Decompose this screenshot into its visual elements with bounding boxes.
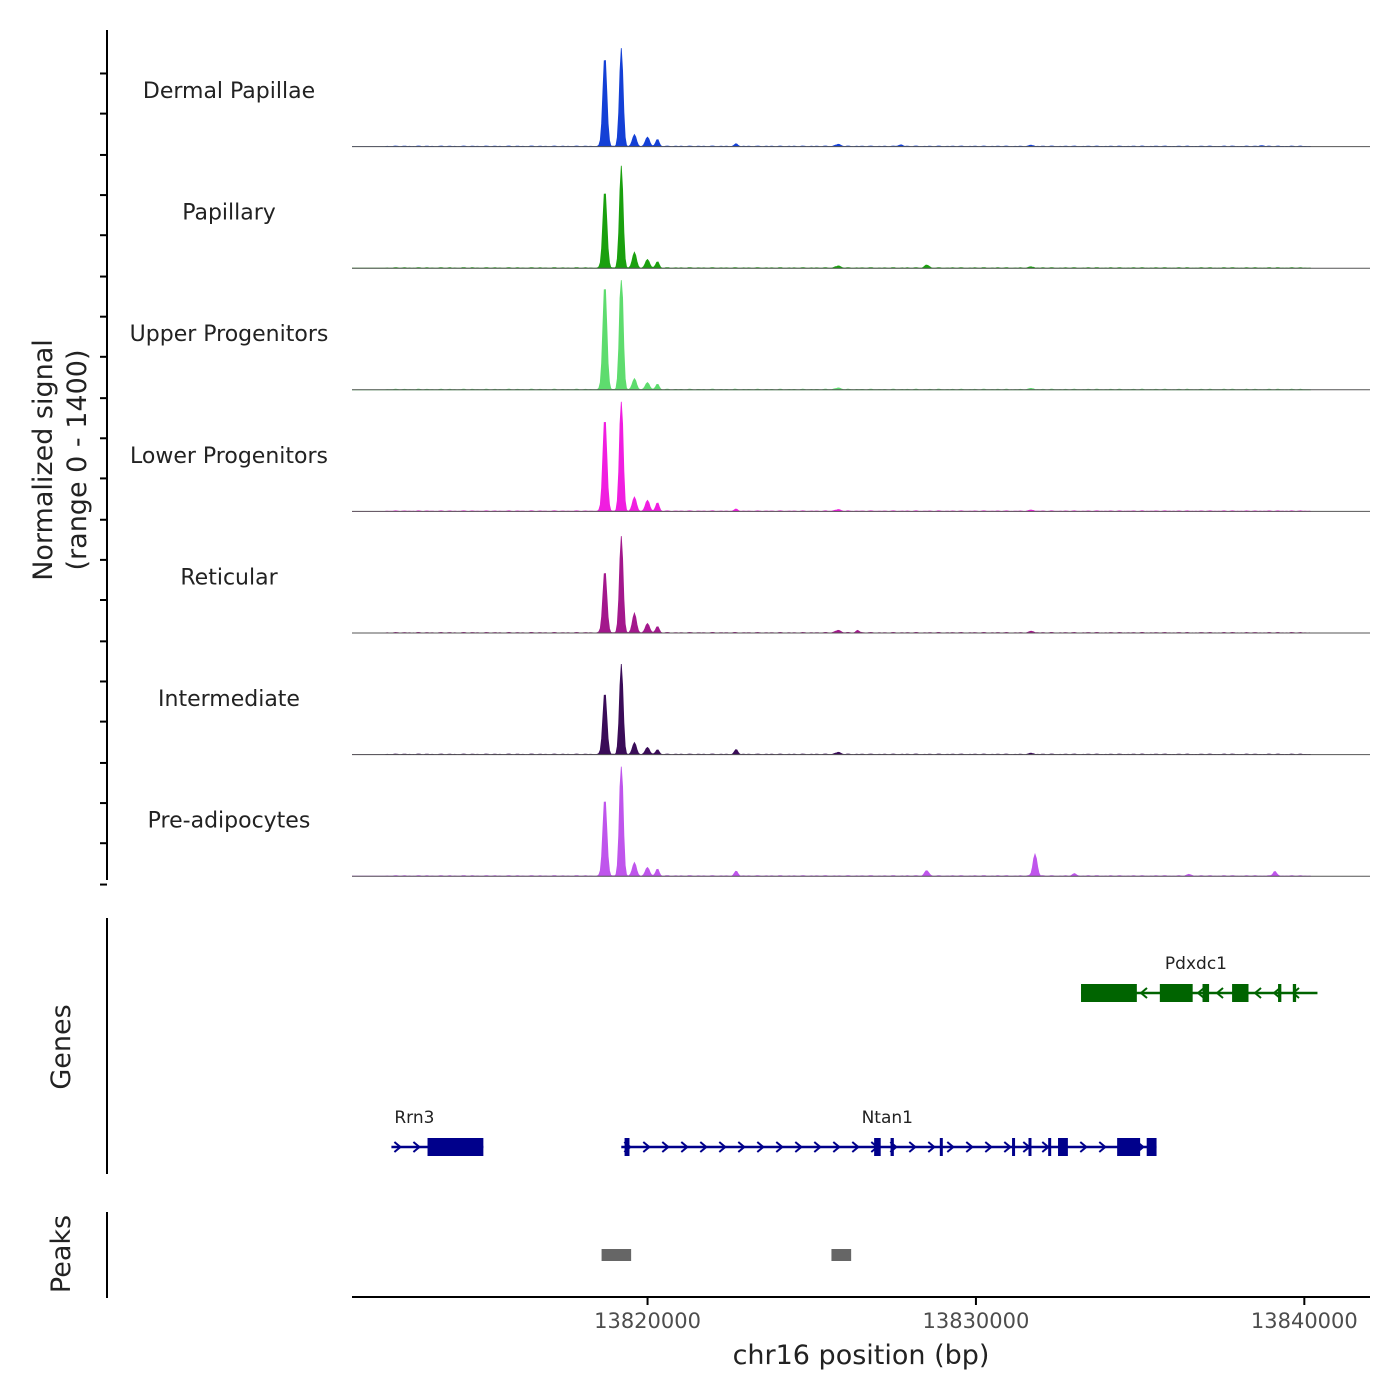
- x-axis-title: chr16 position (bp): [733, 1340, 990, 1371]
- gene-label: Pdxdc1: [1165, 954, 1227, 974]
- coverage-area: [352, 401, 1311, 512]
- track-label: Intermediate: [158, 687, 300, 712]
- gene-track: Pdxdc1 Rrn3 Ntan1: [391, 954, 1318, 1156]
- gene-model: Ntan1: [621, 1108, 1157, 1156]
- gene-exon: [1048, 1138, 1052, 1156]
- gene-exon: [939, 1138, 943, 1156]
- gene-label: Ntan1: [862, 1108, 913, 1128]
- gene-exon: [1159, 984, 1193, 1002]
- strand-arrow: [1253, 987, 1262, 999]
- gene-exon: [1028, 1138, 1032, 1156]
- strand-arrow: [794, 1141, 803, 1153]
- track-label: Upper Progenitors: [130, 322, 329, 347]
- coverage-track: Reticular: [180, 536, 1370, 634]
- strand-arrow: [1215, 987, 1224, 999]
- strand-arrow: [661, 1141, 670, 1153]
- x-tick-label: 13840000: [1251, 1309, 1358, 1333]
- coverage-tracks: Dermal Papillae Papillary Upper Progenitor…: [130, 48, 1370, 877]
- gene-exon: [624, 1138, 630, 1156]
- gene-exon: [1202, 984, 1210, 1002]
- x-tick-label: 13820000: [594, 1309, 701, 1333]
- coverage-area: [352, 280, 1311, 391]
- coverage-area: [352, 48, 1311, 148]
- coverage-area: [352, 536, 1311, 634]
- strand-arrow: [699, 1141, 708, 1153]
- strand-arrow: [756, 1141, 765, 1153]
- strand-arrow: [1003, 1141, 1012, 1153]
- gene-exon: [1278, 984, 1282, 1002]
- strand-arrow: [1079, 1141, 1088, 1153]
- strand-arrow: [1272, 987, 1281, 999]
- strand-arrow: [393, 1141, 402, 1153]
- track-label: Reticular: [180, 565, 278, 590]
- track-label: Pre-adipocytes: [148, 809, 311, 834]
- strand-arrow: [965, 1141, 974, 1153]
- coverage-track: Papillary: [182, 165, 1370, 269]
- strand-arrow: [775, 1141, 784, 1153]
- coverage-area: [352, 165, 1311, 269]
- coverage-track: Dermal Papillae: [143, 48, 1370, 148]
- strand-arrow: [412, 1141, 421, 1153]
- x-tick-label: 13830000: [922, 1309, 1029, 1333]
- coverage-track: Intermediate: [158, 663, 1370, 756]
- strand-arrow: [1139, 987, 1148, 999]
- strand-arrow: [718, 1141, 727, 1153]
- coverage-area: [352, 663, 1311, 756]
- strand-arrow: [832, 1141, 841, 1153]
- genes-y-axis-title: Genes: [46, 1004, 77, 1089]
- strand-arrow: [642, 1141, 651, 1153]
- coverage-y-ticks: [100, 72, 107, 886]
- gene-exon: [1117, 1138, 1141, 1156]
- coverage-area: [352, 766, 1311, 877]
- gene-exon: [1012, 1138, 1016, 1156]
- track-label: Lower Progenitors: [130, 444, 328, 469]
- gene-exon: [1292, 984, 1297, 1002]
- strand-arrow: [813, 1141, 822, 1153]
- peak-region: [831, 1249, 852, 1261]
- strand-arrow: [1196, 987, 1205, 999]
- peak-track: [601, 1249, 852, 1261]
- x-axis: 13820000 13830000 13840000: [594, 1297, 1358, 1333]
- coverage-track: Lower Progenitors: [130, 401, 1370, 512]
- strand-arrow: [927, 1141, 936, 1153]
- gene-model: Rrn3: [391, 1108, 484, 1156]
- coverage-track: Upper Progenitors: [130, 280, 1370, 391]
- track-label: Dermal Papillae: [143, 79, 315, 104]
- gene-exon: [890, 1138, 894, 1156]
- gene-model: Pdxdc1: [1081, 954, 1318, 1002]
- gene-exon: [1058, 1138, 1068, 1156]
- gene-exon: [1232, 984, 1249, 1002]
- gene-exon: [1146, 1138, 1157, 1156]
- gene-exon: [427, 1138, 484, 1156]
- coverage-y-axis-range: (range 0 - 1400): [62, 350, 93, 571]
- strand-arrow: [851, 1141, 860, 1153]
- gene-exon: [1081, 984, 1137, 1002]
- peak-region: [601, 1249, 632, 1261]
- coverage-y-axis-title: Normalized signal: [28, 339, 59, 581]
- coverage-track: Pre-adipocytes: [148, 766, 1370, 877]
- strand-arrow: [737, 1141, 746, 1153]
- strand-arrow: [680, 1141, 689, 1153]
- gene-exon: [874, 1138, 881, 1156]
- strand-arrow: [984, 1141, 993, 1153]
- strand-arrow: [1098, 1141, 1107, 1153]
- strand-arrow: [908, 1141, 917, 1153]
- peaks-y-axis-title: Peaks: [46, 1215, 77, 1293]
- track-label: Papillary: [182, 201, 276, 226]
- strand-arrow: [946, 1141, 955, 1153]
- gene-label: Rrn3: [394, 1108, 434, 1128]
